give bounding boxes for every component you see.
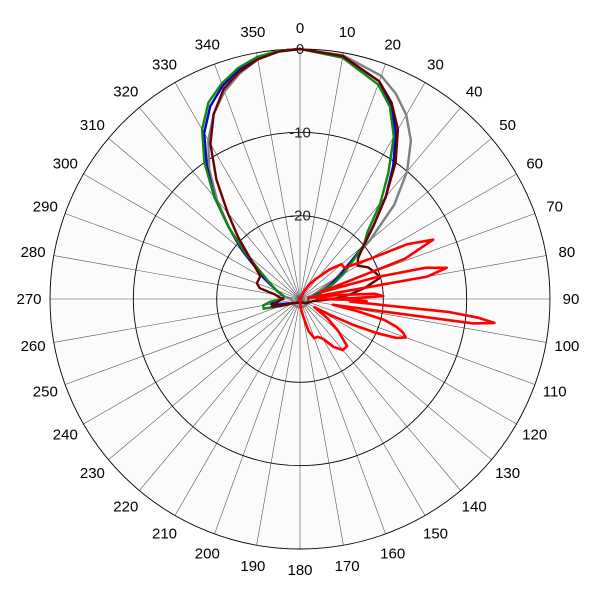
angle-label-210: 210	[152, 526, 177, 543]
angle-label-190: 190	[240, 558, 265, 575]
angle-label-330: 330	[152, 56, 177, 73]
spoke-280	[53, 255, 301, 300]
spoke-20	[299, 63, 386, 300]
angle-label-0: 0	[296, 20, 304, 37]
spoke-340	[214, 63, 301, 300]
spoke-150	[299, 298, 426, 516]
spoke-310	[108, 138, 301, 300]
spoke-190	[256, 298, 301, 546]
radial-label-minus10: -10	[289, 124, 311, 141]
angle-label-340: 340	[195, 36, 220, 53]
angle-label-310: 310	[80, 117, 105, 134]
angle-label-290: 290	[33, 198, 58, 215]
series-line-1	[207, 47, 413, 309]
angle-label-130: 130	[495, 465, 520, 482]
spoke-210	[174, 298, 301, 516]
angle-label-180: 180	[287, 562, 312, 579]
spoke-290	[64, 213, 301, 300]
series-line-5	[298, 238, 496, 352]
angle-label-50: 50	[499, 117, 516, 134]
angle-label-230: 230	[80, 465, 105, 482]
spoke-110	[299, 298, 536, 385]
spoke-140	[299, 298, 461, 491]
spoke-240	[83, 298, 301, 425]
spoke-120	[299, 298, 517, 425]
spoke-220	[139, 298, 301, 491]
angle-label-240: 240	[53, 427, 78, 444]
spoke-50	[299, 138, 492, 300]
angle-label-70: 70	[546, 198, 563, 215]
angle-label-300: 300	[53, 156, 78, 173]
angle-label-280: 280	[21, 244, 46, 261]
spoke-10	[299, 52, 344, 300]
radial-label-minus20: -20	[289, 208, 311, 225]
angle-label-320: 320	[113, 83, 138, 100]
angle-label-80: 80	[559, 244, 576, 261]
angle-label-170: 170	[335, 558, 360, 575]
spoke-200	[214, 298, 301, 535]
angle-label-200: 200	[195, 546, 220, 563]
angle-label-120: 120	[522, 427, 547, 444]
angle-label-270: 270	[16, 291, 41, 308]
angle-label-220: 220	[113, 499, 138, 516]
spoke-230	[108, 298, 301, 460]
angle-label-260: 260	[21, 338, 46, 355]
grid-ring-minus10	[132, 131, 468, 467]
spoke-170	[299, 298, 344, 546]
angle-label-150: 150	[423, 526, 448, 543]
spoke-260	[53, 298, 301, 343]
spoke-250	[64, 298, 301, 385]
spoke-330	[174, 82, 301, 300]
label-layer: 0 10 20 30 40 50 60 70 80 90 100 110 120 130 140 150 160…	[16, 20, 579, 579]
spoke-130	[299, 298, 492, 460]
angle-label-30: 30	[427, 56, 444, 73]
grid-ring-minus20	[216, 215, 384, 383]
angle-label-140: 140	[462, 499, 487, 516]
angle-label-350: 350	[240, 24, 265, 41]
series-line-4	[209, 47, 400, 308]
spoke-30	[299, 82, 426, 300]
angle-label-40: 40	[466, 83, 483, 100]
angle-label-20: 20	[384, 36, 401, 53]
series-layer	[200, 47, 496, 352]
radial-label-0: 0	[296, 41, 304, 58]
angle-label-90: 90	[563, 291, 580, 308]
angle-label-160: 160	[380, 546, 405, 563]
angle-label-110: 110	[543, 384, 567, 401]
angle-label-250: 250	[33, 384, 58, 401]
spoke-350	[256, 52, 301, 300]
angle-label-60: 60	[526, 156, 543, 173]
angle-label-10: 10	[339, 24, 356, 41]
angle-label-100: 100	[554, 338, 579, 355]
